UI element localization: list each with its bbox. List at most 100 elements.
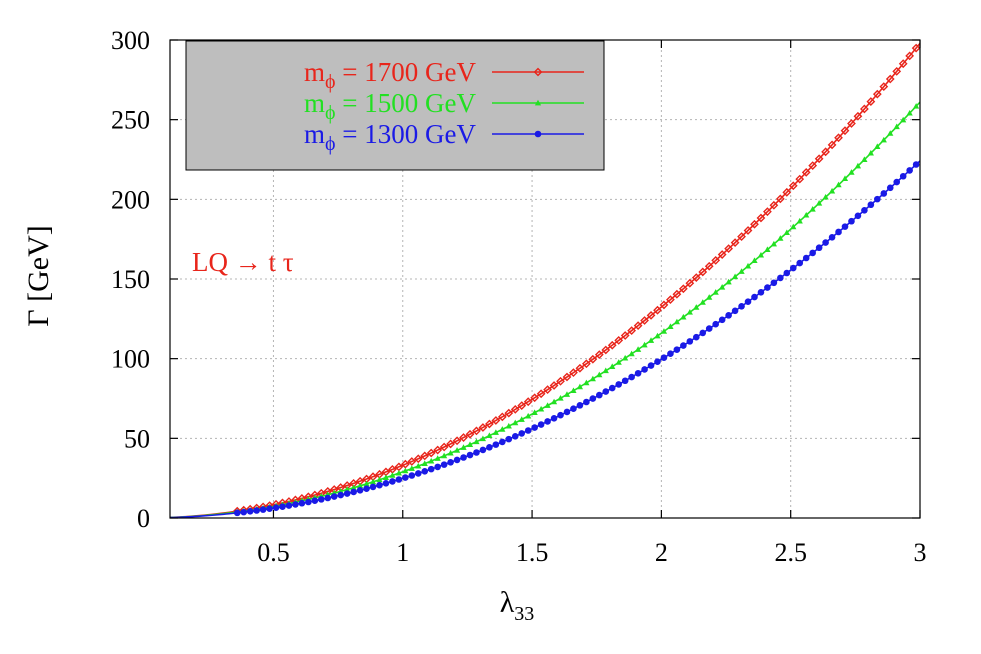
data-point (427, 465, 435, 473)
data-point (828, 187, 836, 194)
data-point (686, 309, 693, 315)
plot-area (169, 42, 921, 519)
x-tick-label: 0.5 (257, 538, 290, 567)
legend-label-rest: = 1500 GeV (336, 88, 477, 118)
data-point (499, 438, 506, 446)
data-point (764, 246, 771, 253)
data-point (673, 346, 681, 353)
x-tick-label: 2 (655, 538, 668, 567)
data-point (434, 463, 441, 471)
data-point (790, 223, 797, 230)
data-point (337, 491, 344, 499)
data-point (866, 97, 876, 106)
data-point (570, 405, 577, 412)
x-tick-label: 1.5 (516, 538, 549, 567)
data-point (874, 195, 881, 203)
data-point (777, 235, 784, 241)
data-point (408, 472, 416, 479)
data-point (440, 461, 448, 468)
data-point (576, 383, 584, 390)
legend-box (185, 40, 605, 171)
data-point (583, 398, 590, 406)
data-point (628, 350, 635, 357)
data-point (620, 331, 630, 340)
legend-item: mϕ = 1700 GeV (304, 57, 584, 93)
data-point (646, 311, 656, 320)
data-point (536, 389, 546, 399)
data-point (538, 405, 545, 412)
data-point (350, 488, 357, 496)
legend-marker (534, 130, 542, 138)
data-point (693, 304, 700, 310)
data-point (672, 289, 682, 299)
y-tick-label: 50 (124, 424, 150, 453)
data-point (433, 445, 443, 455)
data-point (731, 273, 739, 280)
data-point (550, 398, 558, 405)
legend-item: mϕ = 1500 GeV (304, 88, 584, 124)
data-point (395, 469, 402, 476)
data-point (848, 217, 855, 225)
data-point (757, 289, 765, 296)
data-point (504, 408, 514, 418)
data-point (266, 505, 273, 512)
data-point (911, 43, 921, 53)
data-point (453, 456, 461, 464)
data-point (395, 476, 403, 483)
data-point (517, 401, 527, 410)
x-axis-title-subscript: 33 (514, 603, 534, 625)
data-point (402, 467, 409, 474)
data-point (505, 422, 512, 429)
data-point (744, 262, 752, 269)
data-point (557, 395, 564, 401)
data-point (628, 373, 635, 381)
data-point (376, 481, 383, 489)
data-point (544, 402, 551, 408)
data-point (460, 454, 467, 461)
data-point (583, 379, 590, 386)
data-point (259, 506, 267, 513)
data-point (402, 474, 409, 481)
data-point (712, 320, 719, 328)
data-point (717, 250, 727, 259)
data-point (892, 67, 902, 76)
data-point (602, 388, 610, 395)
data-point (731, 307, 739, 315)
data-point (356, 487, 364, 494)
data-point (861, 206, 868, 214)
data-point (479, 435, 487, 442)
data-point (439, 442, 449, 452)
data-point (680, 342, 687, 349)
data-point (524, 427, 532, 434)
data-point (447, 449, 454, 456)
data-point (621, 377, 629, 385)
data-point (796, 259, 804, 267)
data-point (770, 240, 777, 247)
data-point (601, 345, 611, 355)
data-point (841, 175, 849, 182)
data-point (465, 429, 475, 439)
legend-label: mϕ = 1700 GeV (304, 57, 477, 93)
data-point (912, 161, 920, 168)
data-point (413, 454, 423, 464)
legend-marker (533, 67, 543, 77)
data-point (511, 433, 519, 440)
legend-label-main: m (304, 57, 325, 87)
data-point (479, 446, 487, 454)
data-point (415, 462, 422, 469)
data-point (783, 229, 790, 236)
x-tick-label: 1 (396, 538, 409, 567)
legend-marker (534, 99, 542, 106)
data-point (654, 332, 661, 339)
data-point (556, 376, 565, 386)
data-point (711, 256, 721, 265)
data-point (680, 313, 687, 320)
data-point (641, 366, 648, 373)
data-point (382, 480, 390, 487)
data-point (414, 470, 422, 477)
data-point (795, 174, 805, 184)
data-point (867, 149, 874, 156)
data-point (389, 478, 396, 485)
